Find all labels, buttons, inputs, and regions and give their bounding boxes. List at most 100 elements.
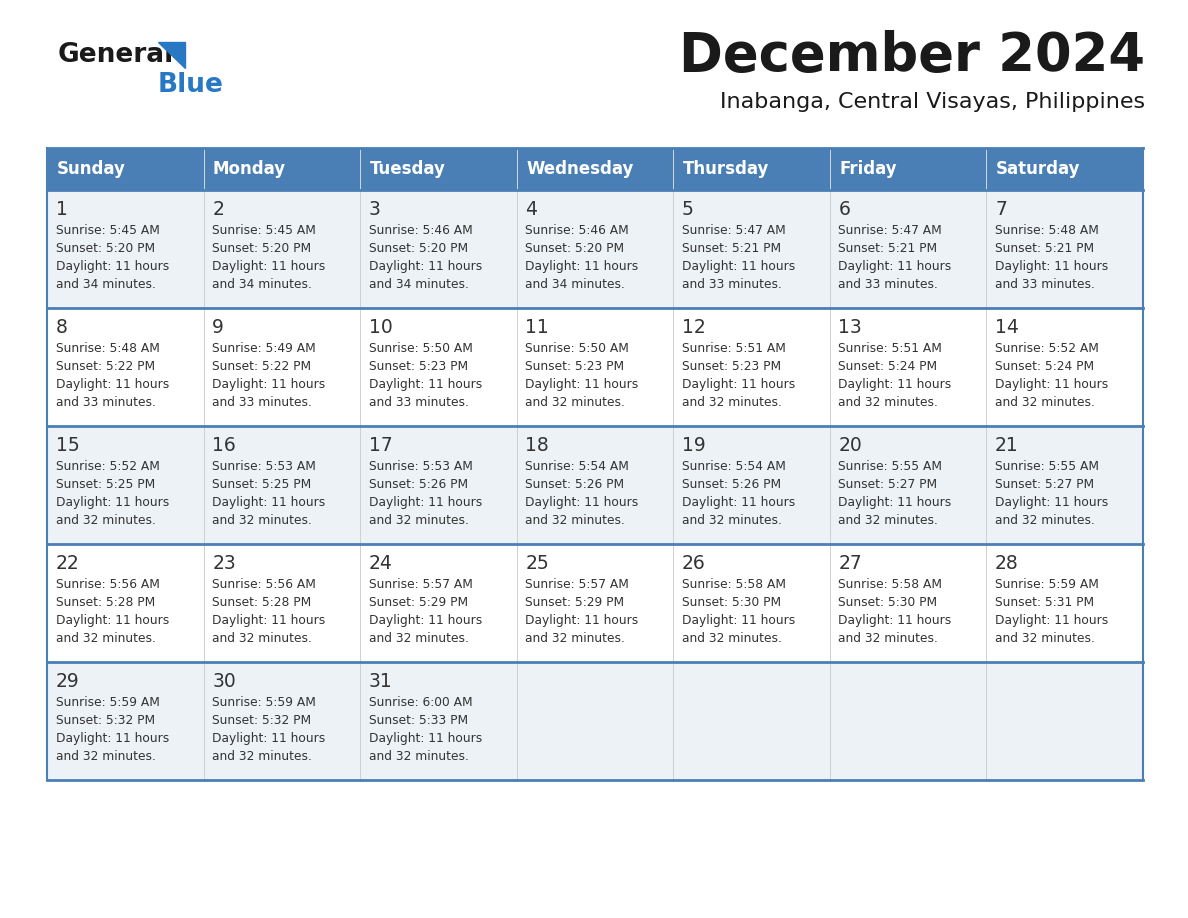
Text: 27: 27 (839, 554, 862, 573)
Bar (830, 308, 986, 426)
Text: and 32 minutes.: and 32 minutes. (56, 750, 156, 763)
Text: Sunrise: 5:45 AM: Sunrise: 5:45 AM (213, 224, 316, 237)
Text: and 32 minutes.: and 32 minutes. (525, 396, 625, 409)
Text: General: General (58, 42, 175, 68)
Bar (360, 190, 517, 308)
Bar (360, 544, 517, 662)
Bar (203, 426, 360, 544)
Bar (830, 148, 986, 190)
Text: Sunset: 5:25 PM: Sunset: 5:25 PM (56, 478, 154, 491)
Polygon shape (158, 42, 185, 68)
Text: and 34 minutes.: and 34 minutes. (56, 278, 156, 291)
Text: Daylight: 11 hours: Daylight: 11 hours (368, 378, 482, 391)
Bar (203, 544, 360, 662)
Text: Sunset: 5:21 PM: Sunset: 5:21 PM (682, 242, 781, 255)
Bar (203, 662, 360, 780)
Bar (48, 148, 203, 190)
Text: and 32 minutes.: and 32 minutes. (682, 396, 782, 409)
Text: Daylight: 11 hours: Daylight: 11 hours (368, 496, 482, 509)
Bar (517, 426, 674, 544)
Text: Daylight: 11 hours: Daylight: 11 hours (213, 614, 326, 627)
Text: and 32 minutes.: and 32 minutes. (368, 750, 468, 763)
Text: 23: 23 (213, 554, 236, 573)
Text: Sunrise: 5:52 AM: Sunrise: 5:52 AM (996, 342, 1099, 355)
Text: 29: 29 (56, 672, 80, 691)
Text: and 32 minutes.: and 32 minutes. (213, 632, 312, 645)
Text: and 33 minutes.: and 33 minutes. (996, 278, 1095, 291)
Text: Daylight: 11 hours: Daylight: 11 hours (213, 378, 326, 391)
Text: Wednesday: Wednesday (526, 160, 633, 178)
Text: Sunset: 5:26 PM: Sunset: 5:26 PM (682, 478, 781, 491)
Text: 10: 10 (368, 318, 392, 337)
Text: 12: 12 (682, 318, 706, 337)
Text: Sunrise: 5:53 AM: Sunrise: 5:53 AM (213, 460, 316, 473)
Text: and 32 minutes.: and 32 minutes. (839, 396, 939, 409)
Text: 11: 11 (525, 318, 549, 337)
Text: 17: 17 (368, 436, 392, 455)
Text: Sunset: 5:23 PM: Sunset: 5:23 PM (682, 360, 781, 373)
Text: 14: 14 (996, 318, 1019, 337)
Text: Daylight: 11 hours: Daylight: 11 hours (839, 378, 952, 391)
Text: 20: 20 (839, 436, 862, 455)
Text: Sunset: 5:31 PM: Sunset: 5:31 PM (996, 596, 1094, 609)
Text: 21: 21 (996, 436, 1019, 455)
Bar (986, 662, 1143, 780)
Text: Sunset: 5:29 PM: Sunset: 5:29 PM (368, 596, 468, 609)
Text: Sunset: 5:28 PM: Sunset: 5:28 PM (213, 596, 311, 609)
Text: 19: 19 (682, 436, 706, 455)
Text: and 32 minutes.: and 32 minutes. (368, 632, 468, 645)
Text: and 32 minutes.: and 32 minutes. (525, 632, 625, 645)
Bar (830, 190, 986, 308)
Text: Sunrise: 5:54 AM: Sunrise: 5:54 AM (525, 460, 630, 473)
Text: Sunrise: 5:58 AM: Sunrise: 5:58 AM (682, 578, 786, 591)
Text: Sunset: 5:22 PM: Sunset: 5:22 PM (213, 360, 311, 373)
Text: and 32 minutes.: and 32 minutes. (213, 514, 312, 527)
Text: Sunrise: 5:54 AM: Sunrise: 5:54 AM (682, 460, 785, 473)
Bar (517, 662, 674, 780)
Text: Sunday: Sunday (56, 160, 125, 178)
Text: Daylight: 11 hours: Daylight: 11 hours (56, 260, 169, 273)
Text: and 32 minutes.: and 32 minutes. (996, 632, 1095, 645)
Text: and 34 minutes.: and 34 minutes. (213, 278, 312, 291)
Bar (674, 426, 830, 544)
Text: Daylight: 11 hours: Daylight: 11 hours (682, 260, 795, 273)
Text: Sunrise: 5:56 AM: Sunrise: 5:56 AM (213, 578, 316, 591)
Text: Sunset: 5:24 PM: Sunset: 5:24 PM (839, 360, 937, 373)
Bar (674, 662, 830, 780)
Text: and 32 minutes.: and 32 minutes. (839, 514, 939, 527)
Text: Daylight: 11 hours: Daylight: 11 hours (213, 496, 326, 509)
Text: and 32 minutes.: and 32 minutes. (525, 514, 625, 527)
Text: 18: 18 (525, 436, 549, 455)
Text: Sunrise: 5:57 AM: Sunrise: 5:57 AM (368, 578, 473, 591)
Text: Daylight: 11 hours: Daylight: 11 hours (525, 614, 639, 627)
Text: 9: 9 (213, 318, 225, 337)
Bar (517, 308, 674, 426)
Text: and 32 minutes.: and 32 minutes. (56, 632, 156, 645)
Text: Sunrise: 5:59 AM: Sunrise: 5:59 AM (213, 696, 316, 709)
Text: and 32 minutes.: and 32 minutes. (996, 396, 1095, 409)
Text: Sunrise: 5:53 AM: Sunrise: 5:53 AM (368, 460, 473, 473)
Text: Sunset: 5:32 PM: Sunset: 5:32 PM (213, 714, 311, 727)
Bar (986, 426, 1143, 544)
Text: Sunrise: 5:45 AM: Sunrise: 5:45 AM (56, 224, 159, 237)
Text: Sunrise: 5:50 AM: Sunrise: 5:50 AM (368, 342, 473, 355)
Text: Sunset: 5:33 PM: Sunset: 5:33 PM (368, 714, 468, 727)
Text: 16: 16 (213, 436, 236, 455)
Text: Daylight: 11 hours: Daylight: 11 hours (56, 496, 169, 509)
Text: and 33 minutes.: and 33 minutes. (839, 278, 939, 291)
Text: 3: 3 (368, 200, 380, 219)
Bar (674, 148, 830, 190)
Text: Sunset: 5:27 PM: Sunset: 5:27 PM (996, 478, 1094, 491)
Text: Sunset: 5:24 PM: Sunset: 5:24 PM (996, 360, 1094, 373)
Text: and 33 minutes.: and 33 minutes. (56, 396, 156, 409)
Text: Sunrise: 5:55 AM: Sunrise: 5:55 AM (996, 460, 1099, 473)
Text: Daylight: 11 hours: Daylight: 11 hours (996, 614, 1108, 627)
Text: and 32 minutes.: and 32 minutes. (682, 514, 782, 527)
Text: Sunrise: 5:49 AM: Sunrise: 5:49 AM (213, 342, 316, 355)
Text: Sunrise: 5:47 AM: Sunrise: 5:47 AM (839, 224, 942, 237)
Text: Sunrise: 5:51 AM: Sunrise: 5:51 AM (682, 342, 785, 355)
Bar (203, 308, 360, 426)
Text: Daylight: 11 hours: Daylight: 11 hours (839, 496, 952, 509)
Text: Sunrise: 5:56 AM: Sunrise: 5:56 AM (56, 578, 159, 591)
Text: and 34 minutes.: and 34 minutes. (525, 278, 625, 291)
